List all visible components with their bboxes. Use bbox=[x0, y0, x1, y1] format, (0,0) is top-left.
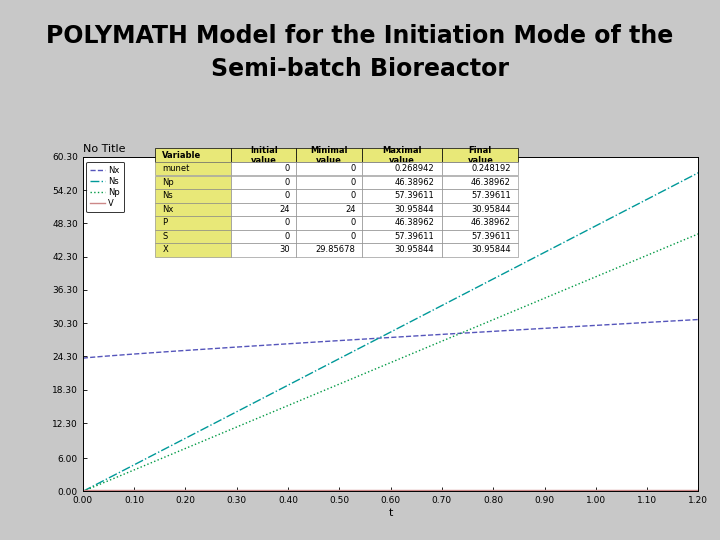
Np bbox=[542, 294, 551, 301]
Ns bbox=[694, 170, 703, 176]
V bbox=[441, 487, 450, 494]
Line: Nx: Nx bbox=[83, 320, 698, 358]
Np bbox=[490, 316, 498, 322]
Np bbox=[441, 336, 450, 343]
Np bbox=[78, 488, 87, 495]
Np bbox=[237, 422, 246, 428]
Ns bbox=[357, 344, 366, 350]
Line: Np: Np bbox=[83, 234, 698, 491]
Nx bbox=[187, 347, 196, 353]
V bbox=[78, 487, 87, 494]
Ns bbox=[490, 275, 498, 282]
Line: Ns: Ns bbox=[83, 173, 698, 491]
Nx bbox=[357, 336, 366, 342]
Legend: Nx, Ns, Np, V: Nx, Ns, Np, V bbox=[86, 161, 125, 212]
Nx bbox=[694, 316, 703, 323]
Text: Semi-batch Bioreactor: Semi-batch Bioreactor bbox=[211, 57, 509, 80]
V bbox=[694, 487, 703, 494]
Np bbox=[357, 372, 366, 378]
Ns bbox=[441, 300, 450, 307]
Nx bbox=[542, 325, 551, 332]
V bbox=[542, 487, 551, 494]
V bbox=[490, 487, 498, 494]
V bbox=[187, 487, 196, 494]
Np bbox=[694, 231, 703, 237]
Ns bbox=[78, 488, 87, 495]
Ns bbox=[237, 406, 246, 413]
Nx bbox=[78, 355, 87, 361]
V bbox=[357, 487, 366, 494]
Text: POLYMATH Model for the Initiation Mode of the: POLYMATH Model for the Initiation Mode o… bbox=[46, 24, 674, 48]
Nx bbox=[441, 331, 450, 338]
X-axis label: t: t bbox=[388, 508, 393, 518]
Ns bbox=[187, 432, 196, 438]
Np bbox=[187, 443, 196, 449]
Ns bbox=[542, 248, 551, 255]
Nx bbox=[490, 328, 498, 334]
Nx bbox=[237, 343, 246, 350]
Text: No Title: No Title bbox=[83, 144, 125, 154]
V bbox=[237, 487, 246, 494]
